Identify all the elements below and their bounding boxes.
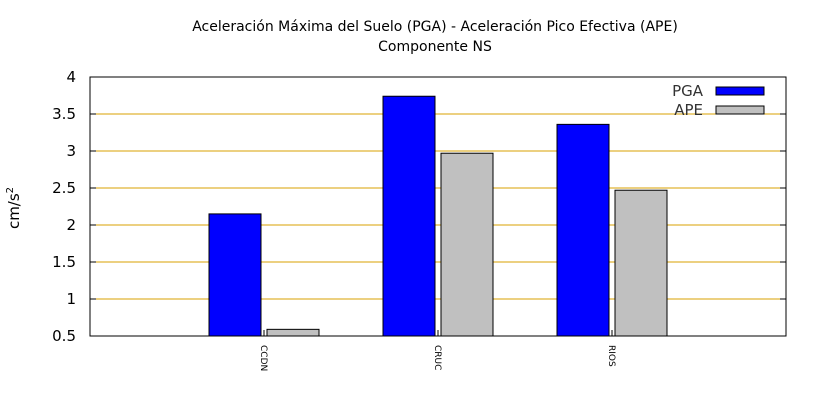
y-tick-label: 2 [66, 216, 76, 234]
y-tick-label: 0.5 [52, 327, 76, 345]
bar-pga-ccdn [208, 213, 262, 337]
legend-swatch-pga [715, 86, 765, 96]
y-ticks: 0.5 1 1.5 2 2.5 3 3.5 4 [52, 68, 786, 345]
x-category-label: CCDN [258, 345, 268, 371]
x-category-labels: CCDN CRUC RIOS [258, 330, 616, 371]
bar-ape-ccdn [266, 328, 320, 337]
legend-label-pga: PGA [672, 82, 704, 100]
y-tick-label: 3.5 [52, 105, 76, 123]
bar-pga-rios [556, 123, 610, 337]
chart-subtitle: Componente NS [378, 39, 492, 55]
y-tick-label: 1 [66, 290, 76, 308]
legend-label-ape: APE [674, 101, 703, 119]
legend-swatch-ape [715, 105, 765, 115]
x-category-label: CRUC [432, 345, 442, 370]
y-tick-label: 1.5 [52, 253, 76, 271]
chart-title: Aceleración Máxima del Suelo (PGA) - Ace… [192, 19, 678, 35]
y-tick-label: 2.5 [52, 179, 76, 197]
grid-lines [90, 113, 786, 300]
bar-pga-cruc [382, 95, 436, 337]
bar-ape-cruc [440, 152, 494, 337]
y-axis-label: cm/s2 [5, 187, 23, 229]
y-tick-label: 3 [66, 142, 76, 160]
y-axis-label-unit: cm/s [5, 193, 23, 229]
bars [208, 95, 668, 337]
y-axis-label-exponent: 2 [5, 187, 16, 193]
x-category-label: RIOS [606, 345, 616, 367]
y-tick-label: 4 [66, 68, 76, 86]
bar-ape-rios [614, 189, 668, 337]
